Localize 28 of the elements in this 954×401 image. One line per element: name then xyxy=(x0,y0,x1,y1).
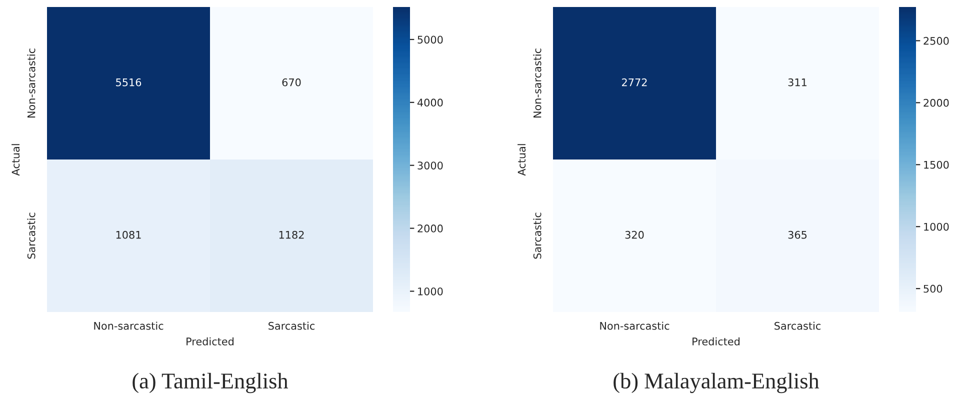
x-axis-title: Predicted xyxy=(692,337,740,346)
x-tick-label: Non-sarcastic xyxy=(600,322,670,330)
x-axis-title: Predicted xyxy=(186,337,234,346)
text: (a) Tamil-English xyxy=(132,372,288,394)
color-bar-label: 1000 xyxy=(418,287,443,296)
data-label: 311 xyxy=(788,78,806,86)
color-bar-label: 3000 xyxy=(418,162,443,170)
data-label: 365 xyxy=(788,230,807,239)
text: (b) Malayalam-English xyxy=(614,372,820,394)
x-tick-label: Sarcastic xyxy=(268,322,314,330)
x-tick-label: Sarcastic xyxy=(774,322,820,330)
data-label: 5516 xyxy=(116,78,142,86)
color-bar-label: 4000 xyxy=(417,98,443,107)
x-tick-label: Non-sarcastic xyxy=(94,322,164,330)
color-bar-label: 2000 xyxy=(418,224,443,232)
color-bar-label: 1500 xyxy=(924,160,949,169)
color-bar-label: 5000 xyxy=(418,36,443,44)
data-label: 2772 xyxy=(622,78,647,86)
data-label: 670 xyxy=(282,78,301,86)
data-label: 1182 xyxy=(279,230,304,239)
y-axis-title: Actual xyxy=(518,144,526,176)
data-label: 320 xyxy=(625,230,644,239)
color-bar-label: 1000 xyxy=(924,222,949,231)
data-label: 1081 xyxy=(116,230,141,239)
color-bar-label: 2500 xyxy=(924,36,949,45)
color-bar-label: 500 xyxy=(924,284,942,293)
y-axis-title: Actual xyxy=(12,144,20,176)
color-bar-label: 2000 xyxy=(924,98,949,107)
